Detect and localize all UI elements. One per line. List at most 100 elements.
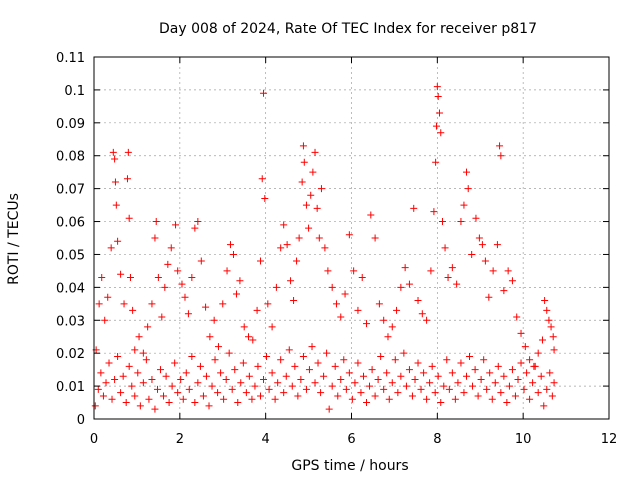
data-point [453,280,461,288]
x-tick-label: 8 [433,432,441,447]
data-point [394,389,402,397]
data-point [380,385,388,393]
data-point [299,142,307,150]
data-point [384,333,392,341]
data-point [114,352,122,360]
data-point [418,310,426,318]
data-point [300,158,308,166]
data-point [550,346,558,354]
data-point [194,218,202,226]
data-point [283,241,291,249]
x-tick-label: 10 [515,432,532,447]
data-point [291,362,299,370]
data-point [111,376,119,384]
data-point [547,323,555,331]
data-point [272,283,280,291]
data-point [437,129,445,137]
data-point [411,376,419,384]
data-point [220,395,228,403]
data-point [167,244,175,252]
data-point [305,366,313,374]
data-point [302,201,310,209]
data-point [315,234,323,242]
data-point [258,175,266,183]
data-point [397,283,405,291]
data-point [129,306,137,314]
data-point [196,362,204,370]
data-point [139,349,147,357]
data-point [360,372,368,380]
data-point [277,356,285,364]
x-tick-label: 2 [176,432,184,447]
data-point [523,369,531,377]
data-point [99,392,107,400]
data-point [271,395,279,403]
data-point [491,379,499,387]
data-point [503,399,511,407]
data-point [302,385,310,393]
data-point [162,372,170,380]
data-point [543,385,551,393]
data-point [380,316,388,324]
data-point [131,346,139,354]
data-point [260,89,268,97]
data-point [371,234,379,242]
data-point [268,323,276,331]
data-point [191,224,199,232]
data-point [486,369,494,377]
data-point [488,395,496,403]
data-point [226,241,234,249]
data-point [128,382,136,390]
data-point [136,402,144,410]
data-point [294,392,302,400]
data-point [463,372,471,380]
data-point [474,392,482,400]
data-point [485,293,493,301]
data-points [91,83,558,413]
data-point [188,273,196,281]
data-point [448,369,456,377]
x-tick-label: 0 [90,432,98,447]
data-point [313,204,321,212]
data-point [397,372,405,380]
data-point [494,362,502,370]
data-point [95,300,103,308]
data-point [358,273,366,281]
data-point [463,168,471,176]
data-point [231,366,239,374]
y-tick-label: 0 [77,413,85,428]
data-point [181,293,189,301]
data-point [151,234,159,242]
data-point [471,366,479,374]
data-point [165,399,173,407]
data-point [432,158,440,166]
data-point [385,395,393,403]
data-point [323,349,331,357]
data-point [188,352,196,360]
data-point [245,333,252,341]
data-point [472,214,480,222]
data-point [417,385,425,393]
data-point [268,369,276,377]
data-point [345,369,353,377]
data-point [481,257,489,265]
data-point [324,267,332,275]
data-point [178,280,186,288]
data-point [366,382,374,390]
data-point [475,234,483,242]
data-point [434,372,442,380]
data-point [261,195,269,203]
data-point [117,270,125,278]
data-point [206,333,214,341]
data-point [478,241,486,249]
x-tick-label: 12 [601,432,618,447]
y-tick-label: 0.02 [56,347,85,362]
axis-ticks: 0 0.01 0.02 0.03 0.04 0.05 0.06 0.07 0.08 0.09 0.1… [56,51,617,447]
data-point [504,267,512,275]
data-point [534,389,542,397]
data-point [232,290,240,298]
data-point [497,152,505,160]
data-point [514,376,522,384]
data-point [208,382,216,390]
data-point [496,142,504,150]
